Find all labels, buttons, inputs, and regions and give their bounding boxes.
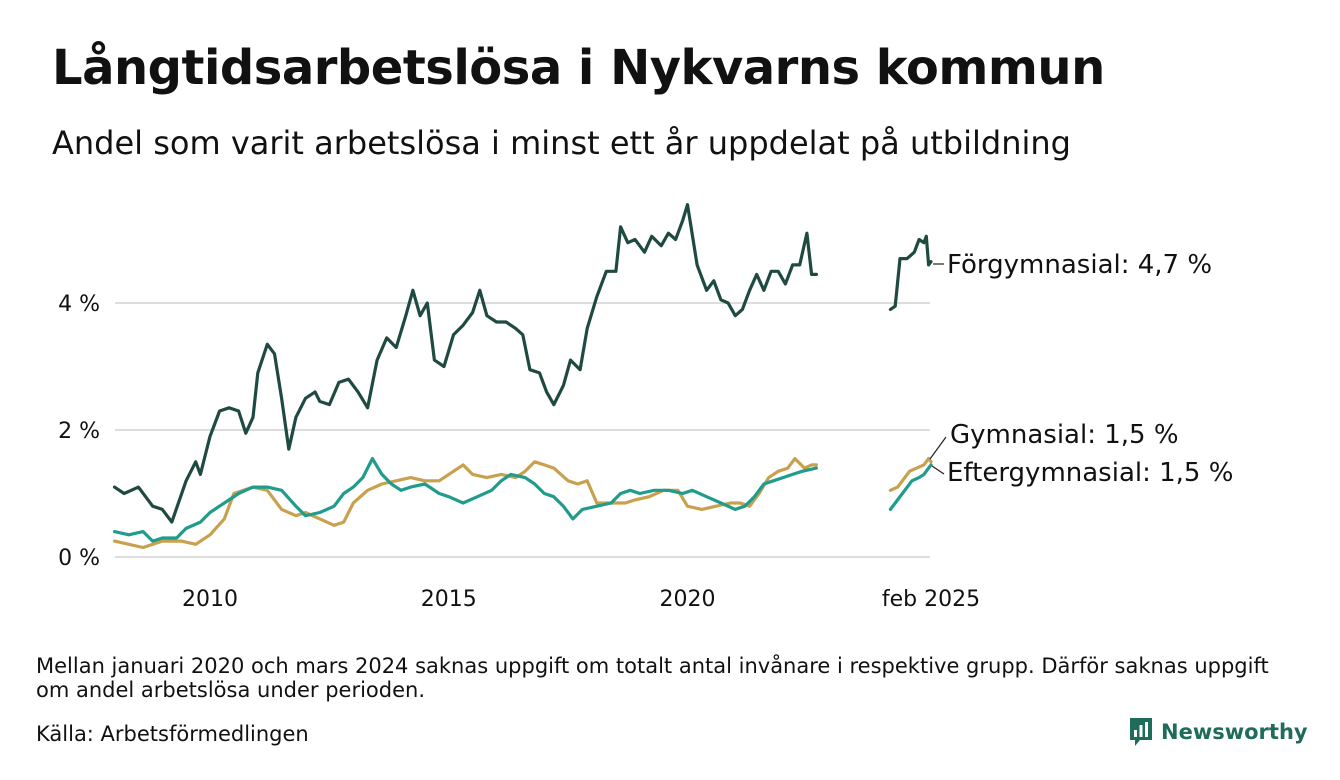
series-label-forgymnasial: Förgymnasial: 4,7 % <box>947 250 1212 280</box>
y-tick-label: 4 % <box>58 292 100 317</box>
chart-title: Långtidsarbetslösa i Nykvarns kommun <box>52 40 1105 96</box>
x-tick-label: 2015 <box>421 587 477 612</box>
x-axis-tick-labels: 2010 2015 2020 feb 2025 <box>182 587 980 612</box>
newsworthy-logo: Newsworthy <box>1128 716 1308 748</box>
y-tick-label: 0 % <box>58 546 100 571</box>
line-chart: 0 % 2 % 4 % 2010 2015 2020 feb 2025 Förgymnas… <box>58 203 1233 612</box>
grid-lines <box>115 302 930 558</box>
y-tick-label: 2 % <box>58 419 100 444</box>
x-tick-label: 2010 <box>182 587 238 612</box>
x-tick-label: 2020 <box>660 587 716 612</box>
x-tick-label: feb 2025 <box>882 587 980 612</box>
series-line-forgymnasial-segment-2 <box>888 234 933 311</box>
footnote: Mellan januari 2020 och mars 2024 saknas… <box>36 654 1269 702</box>
series-line-eftergymnasial-segment-1 <box>112 457 818 543</box>
brand-name: Newsworthy <box>1161 720 1308 744</box>
chart-subtitle: Andel som varit arbetslösa i minst ett å… <box>52 124 1071 162</box>
newsworthy-chart-icon <box>1130 718 1152 746</box>
series-label-gymnasial: Gymnasial: 1,5 % <box>950 420 1179 450</box>
series-line-eftergymnasial-segment-2 <box>888 463 933 511</box>
series-line-gymnasial-segment-2 <box>888 457 933 492</box>
series-label-eftergymnasial: Eftergymnasial: 1,5 % <box>947 458 1233 488</box>
source-credit: Källa: Arbetsförmedlingen <box>36 722 309 746</box>
series-lines <box>112 203 933 550</box>
y-axis-tick-labels: 0 % 2 % 4 % <box>58 292 100 571</box>
series-end-labels: Förgymnasial: 4,7 % Gymnasial: 1,5 % Efter… <box>929 250 1233 488</box>
leader-line-eftergymnasial <box>931 465 945 475</box>
leader-line-gymnasial <box>929 436 947 460</box>
series-line-forgymnasial-segment-1 <box>112 203 818 524</box>
